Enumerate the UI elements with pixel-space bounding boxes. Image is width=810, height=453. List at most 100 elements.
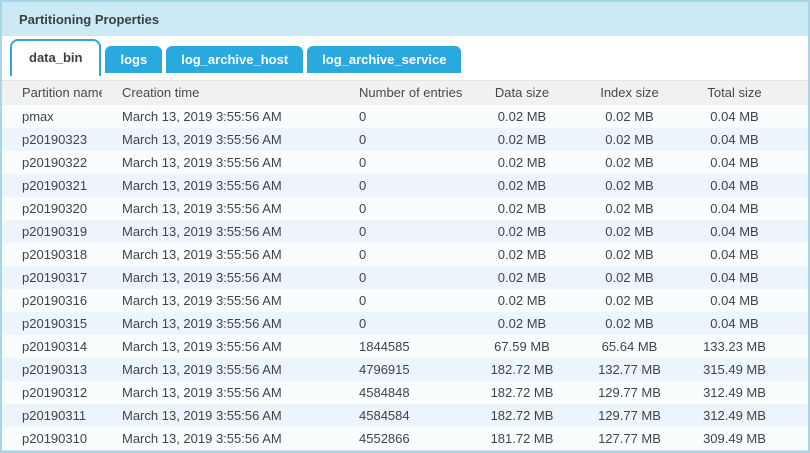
cell-index-size: 127.77 MB — [598, 430, 661, 446]
cell-index-size: 0.02 MB — [605, 246, 654, 262]
cell-partition-name: p20190319 — [22, 223, 88, 239]
cell-creation-time: March 13, 2019 3:55:56 AM — [122, 154, 282, 170]
cell-partition-name: pmax — [22, 108, 54, 124]
cell-total-size: 133.23 MB — [703, 338, 766, 354]
cell-index-size: 129.77 MB — [598, 407, 661, 423]
table-row: p20190316 March 13, 2019 3:55:56 AM 0 0.02 … — [2, 288, 808, 312]
cell-data-size: 67.59 MB — [494, 338, 550, 354]
cell-creation-time: March 13, 2019 3:55:56 AM — [122, 269, 282, 285]
table-row: p20190323 March 13, 2019 3:55:56 AM 0 0.02 … — [2, 127, 808, 151]
cell-partition-name: p20190312 — [22, 384, 88, 400]
cell-creation-time: March 13, 2019 3:55:56 AM — [122, 338, 282, 354]
cell-number-of-entries: 0 — [359, 292, 367, 308]
panel-title-bar: Partitioning Properties — [2, 2, 808, 36]
cell-number-of-entries: 1844585 — [359, 338, 410, 354]
cell-data-size: 0.02 MB — [497, 292, 547, 308]
tab-bar: data_bin logs log_archive_host log_archive_… — [2, 36, 808, 80]
cell-number-of-entries: 4796915 — [359, 361, 410, 377]
cell-index-size: 0.02 MB — [605, 292, 654, 308]
cell-data-size: 0.02 MB — [497, 223, 547, 239]
column-header-number-of-entries[interactable]: Number of entries — [359, 85, 463, 101]
table-row: p20190312 March 13, 2019 3:55:56 AM 458484… — [2, 380, 808, 404]
cell-total-size: 0.04 MB — [710, 292, 759, 308]
column-header-total-size[interactable]: Total size — [707, 85, 762, 101]
cell-creation-time: March 13, 2019 3:55:56 AM — [122, 361, 282, 377]
tab-log_archive_service[interactable]: log_archive_service — [307, 46, 462, 73]
cell-number-of-entries: 0 — [359, 223, 367, 239]
cell-number-of-entries: 0 — [359, 246, 367, 262]
table-row: p20190321 March 13, 2019 3:55:56 AM 0 0.02 … — [2, 173, 808, 197]
cell-index-size: 0.02 MB — [605, 131, 654, 147]
table-row: p20190318 March 13, 2019 3:55:56 AM 0 0.02 … — [2, 242, 808, 266]
cell-data-size: 182.72 MB — [490, 407, 554, 423]
table-header: Partition name Creation time Number of ent… — [2, 80, 808, 105]
tab-log_archive_host[interactable]: log_archive_host — [166, 46, 304, 73]
cell-creation-time: March 13, 2019 3:55:56 AM — [122, 384, 282, 400]
column-header-partition-name[interactable]: Partition name — [22, 85, 102, 101]
cell-index-size: 0.02 MB — [605, 269, 654, 285]
table-row: p20190319 March 13, 2019 3:55:56 AM 0 0.02 … — [2, 219, 808, 243]
column-header-creation-time[interactable]: Creation time — [122, 85, 200, 101]
cell-total-size: 0.04 MB — [710, 315, 759, 331]
table-row: p20190311 March 13, 2019 3:55:56 AM 458458… — [2, 403, 808, 427]
table-row: p20190310 March 13, 2019 3:55:56 AM 455286… — [2, 426, 808, 450]
cell-number-of-entries: 0 — [359, 177, 367, 193]
cell-creation-time: March 13, 2019 3:55:56 AM — [122, 430, 282, 446]
cell-creation-time: March 13, 2019 3:55:56 AM — [122, 131, 282, 147]
table-row: p20190320 March 13, 2019 3:55:56 AM 0 0.02 … — [2, 196, 808, 220]
column-header-data-size[interactable]: Data size — [494, 85, 550, 101]
cell-index-size: 129.77 MB — [598, 384, 661, 400]
cell-number-of-entries: 0 — [359, 315, 367, 331]
table-row: p20190315 March 13, 2019 3:55:56 AM 0 0.02 … — [2, 311, 808, 335]
cell-total-size: 0.04 MB — [710, 246, 759, 262]
cell-data-size: 181.72 MB — [490, 430, 554, 446]
cell-index-size: 132.77 MB — [598, 361, 661, 377]
tab-data_bin[interactable]: data_bin — [10, 39, 102, 76]
cell-number-of-entries: 0 — [359, 269, 367, 285]
cell-data-size: 0.02 MB — [497, 154, 547, 170]
cell-partition-name: p20190314 — [22, 338, 88, 354]
table-row: pmax March 13, 2019 3:55:56 AM 0 0.02 MB 0.0… — [2, 104, 808, 128]
cell-index-size: 0.02 MB — [605, 154, 654, 170]
cell-number-of-entries: 4584584 — [359, 407, 410, 423]
cell-creation-time: March 13, 2019 3:55:56 AM — [122, 200, 282, 216]
partitions-table: Partition name Creation time Number of ent… — [2, 80, 808, 450]
cell-creation-time: March 13, 2019 3:55:56 AM — [122, 246, 282, 262]
partial-next-row — [2, 449, 808, 451]
cell-total-size: 0.04 MB — [710, 200, 759, 216]
tab-logs[interactable]: logs — [105, 46, 163, 73]
cell-partition-name: p20190315 — [22, 315, 88, 331]
cell-creation-time: March 13, 2019 3:55:56 AM — [122, 292, 282, 308]
cell-data-size: 182.72 MB — [490, 361, 554, 377]
column-header-index-size[interactable]: Index size — [600, 85, 659, 101]
cell-total-size: 0.04 MB — [710, 108, 759, 124]
cell-index-size: 0.02 MB — [605, 200, 654, 216]
cell-creation-time: March 13, 2019 3:55:56 AM — [122, 223, 282, 239]
cell-creation-time: March 13, 2019 3:55:56 AM — [122, 407, 282, 423]
table-row: p20190322 March 13, 2019 3:55:56 AM 0 0.02 … — [2, 150, 808, 174]
cell-partition-name: p20190322 — [22, 154, 88, 170]
cell-total-size: 0.04 MB — [710, 177, 759, 193]
cell-data-size: 0.02 MB — [497, 177, 547, 193]
cell-creation-time: March 13, 2019 3:55:56 AM — [122, 315, 282, 331]
cell-partition-name: p20190313 — [22, 361, 88, 377]
cell-total-size: 0.04 MB — [710, 269, 759, 285]
table-row: p20190317 March 13, 2019 3:55:56 AM 0 0.02 … — [2, 265, 808, 289]
cell-data-size: 0.02 MB — [497, 200, 547, 216]
cell-data-size: 0.02 MB — [497, 246, 547, 262]
cell-index-size: 0.02 MB — [605, 108, 654, 124]
cell-data-size: 0.02 MB — [497, 108, 547, 124]
cell-creation-time: March 13, 2019 3:55:56 AM — [122, 177, 282, 193]
table-body: pmax March 13, 2019 3:55:56 AM 0 0.02 MB 0.0… — [2, 104, 808, 450]
cell-partition-name: p20190316 — [22, 292, 88, 308]
cell-creation-time: March 13, 2019 3:55:56 AM — [122, 108, 282, 124]
cell-number-of-entries: 0 — [359, 154, 367, 170]
cell-total-size: 312.49 MB — [703, 407, 766, 423]
table-row: p20190313 March 13, 2019 3:55:56 AM 479691… — [2, 357, 808, 381]
cell-data-size: 0.02 MB — [497, 269, 547, 285]
cell-data-size: 0.02 MB — [497, 315, 547, 331]
cell-number-of-entries: 0 — [359, 108, 367, 124]
cell-number-of-entries: 4584848 — [359, 384, 410, 400]
cell-partition-name: p20190318 — [22, 246, 88, 262]
